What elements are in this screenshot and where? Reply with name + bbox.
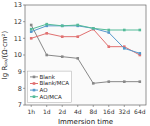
series-line bbox=[31, 26, 140, 54]
y-tick bbox=[23, 5, 25, 6]
x-axis-label: Immersion time bbox=[58, 118, 113, 126]
x-tick-label: 8d bbox=[89, 108, 97, 115]
data-point bbox=[76, 25, 79, 28]
y-tick bbox=[23, 38, 25, 39]
data-point bbox=[30, 30, 33, 33]
y-tick-label: 10 bbox=[14, 51, 22, 59]
data-point bbox=[61, 55, 64, 58]
legend-label: AO bbox=[40, 87, 49, 93]
data-point bbox=[61, 35, 64, 38]
y-tick-label: 12 bbox=[14, 18, 22, 26]
data-point bbox=[61, 25, 64, 28]
data-area bbox=[30, 23, 141, 85]
x-tick-label: 32d bbox=[119, 108, 131, 115]
y-tick-label: 13 bbox=[14, 1, 22, 9]
data-point bbox=[123, 47, 126, 50]
data-point bbox=[92, 82, 95, 85]
data-point bbox=[123, 80, 126, 83]
legend-marker bbox=[33, 76, 36, 79]
x-tick-label: 4d bbox=[74, 108, 82, 115]
legend-frame bbox=[28, 71, 72, 102]
x-tick-label: 1d bbox=[43, 108, 51, 115]
data-point bbox=[92, 28, 95, 31]
legend-label: Blank/MCA bbox=[40, 80, 70, 86]
x-tick-label: 2d bbox=[58, 108, 66, 115]
y-tick bbox=[23, 21, 25, 22]
y-tick-label: 9 bbox=[18, 68, 22, 76]
series-line bbox=[31, 25, 140, 83]
data-point bbox=[76, 24, 79, 27]
data-point bbox=[30, 28, 33, 31]
legend-label: Blank bbox=[40, 74, 56, 80]
legend-swatch bbox=[30, 76, 38, 77]
data-point bbox=[30, 37, 33, 40]
data-point bbox=[45, 32, 48, 35]
data-point bbox=[107, 45, 110, 48]
data-point bbox=[123, 29, 126, 32]
data-point bbox=[107, 29, 110, 32]
legend-marker bbox=[33, 89, 36, 92]
legend-swatch bbox=[30, 83, 38, 84]
x-tick-label: 64d bbox=[134, 108, 146, 115]
data-point bbox=[45, 23, 48, 26]
legend: BlankBlank/MCAAOAO/MCA bbox=[28, 71, 72, 102]
data-point bbox=[92, 27, 95, 30]
y-tick bbox=[23, 88, 25, 89]
data-point bbox=[107, 80, 110, 83]
data-point bbox=[76, 57, 79, 60]
data-point bbox=[30, 24, 33, 27]
data-point bbox=[92, 27, 95, 30]
data-point bbox=[138, 52, 141, 55]
data-point bbox=[61, 25, 64, 28]
y-tick bbox=[23, 55, 25, 56]
data-point bbox=[138, 29, 141, 32]
y-tick bbox=[23, 105, 25, 106]
legend-marker bbox=[33, 95, 36, 98]
legend-swatch bbox=[30, 96, 38, 97]
x-tick-label: 16d bbox=[103, 108, 115, 115]
chart: 7 8 9 10 11 12 13 1h 1d 2d 4d 8d 16d 32d64d Immersion … bbox=[0, 0, 150, 126]
legend-swatch bbox=[30, 90, 38, 91]
data-point bbox=[76, 35, 79, 38]
legend-marker bbox=[33, 82, 36, 85]
y-tick-label: 11 bbox=[14, 35, 22, 43]
data-point bbox=[138, 80, 141, 83]
series-line bbox=[31, 29, 140, 55]
data-point bbox=[107, 31, 110, 34]
data-point bbox=[45, 54, 48, 57]
y-tick-label: 7 bbox=[18, 101, 22, 109]
y-tick-label: 8 bbox=[18, 85, 22, 93]
y-tick bbox=[23, 71, 25, 72]
legend-label: AO/MCA bbox=[40, 94, 62, 100]
plot-frame bbox=[25, 5, 146, 105]
x-tick-label: 1h bbox=[27, 108, 35, 115]
y-axis-label: lg Rₚₒ/(Ω·cm²) bbox=[1, 31, 9, 80]
